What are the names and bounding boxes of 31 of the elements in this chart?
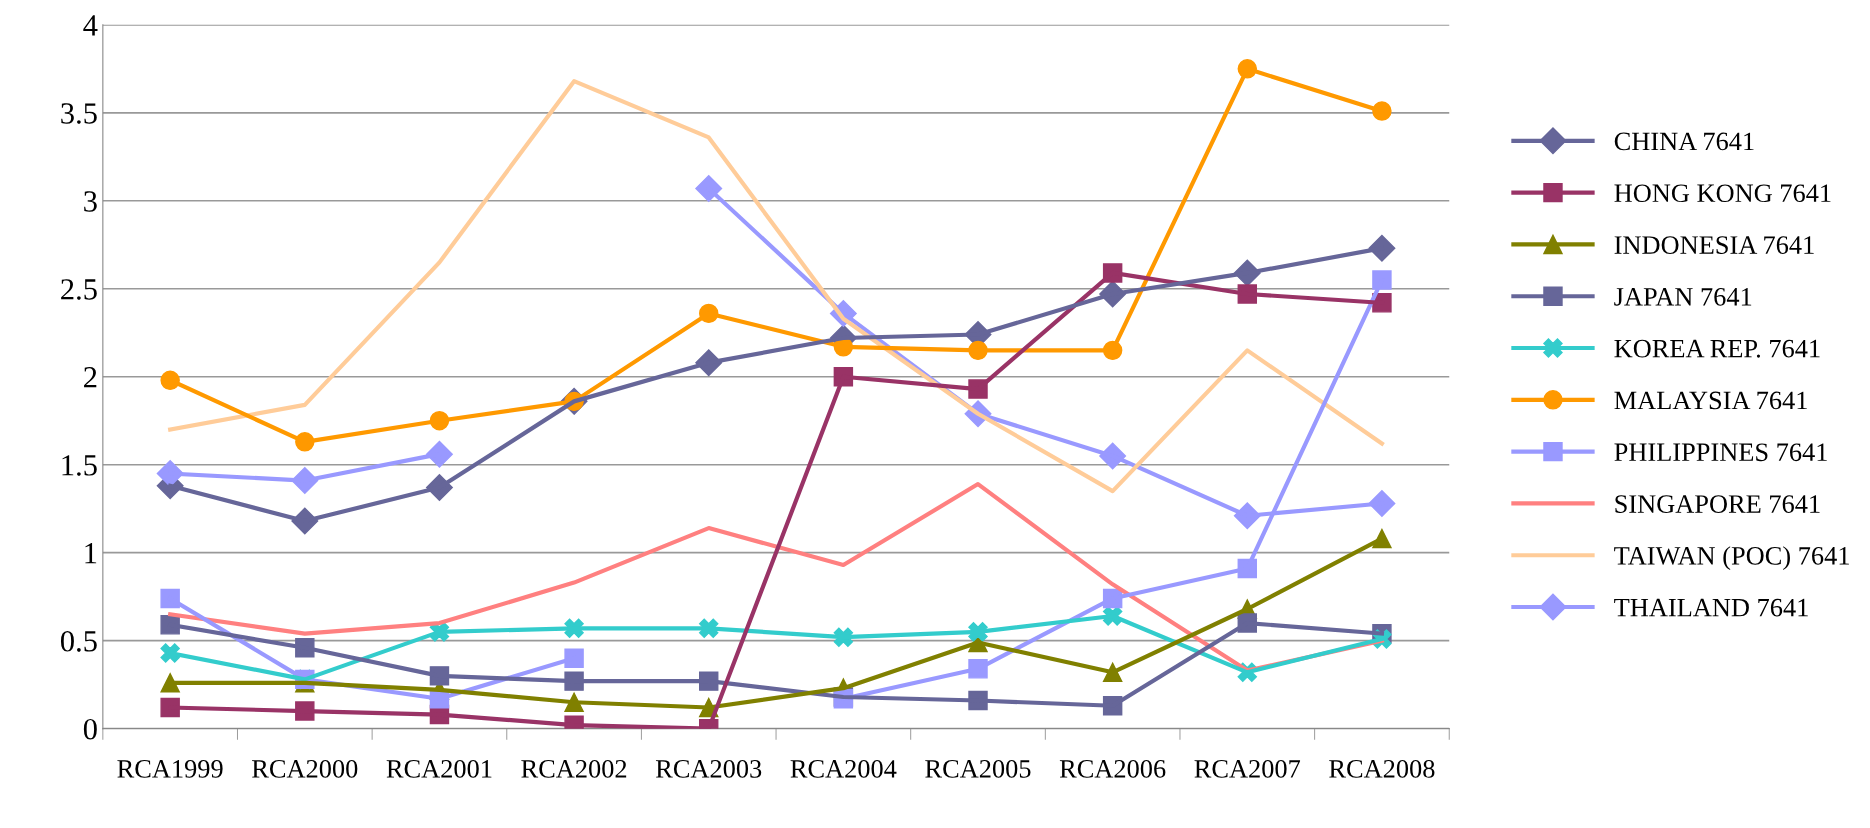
line-series [168,79,1385,494]
legend-label: HONG KONG 7641 [1614,184,1831,203]
x-tick-label: RCA2006 [1059,759,1166,778]
legend-label: SINGAPORE 7641 [1615,495,1820,513]
y-tick-label: 1.5 [62,455,97,476]
x-tick-label: RCA2001 [386,759,492,778]
x-tick-label: RCA2004 [790,759,897,778]
legend-label: CHINA 7641 [1614,132,1754,151]
x-tick-label: RCA2008 [1329,759,1435,778]
y-tick-label: 3 [84,191,97,212]
legend-label: THAILAND 7641 [1614,598,1808,617]
y-tick-label: 2 [84,367,97,388]
legend-label: MALAYSIA 7641 [1614,391,1807,410]
legend-label: PHILIPPINES 7641 [1614,443,1827,462]
x-tick-label: RCA2007 [1194,759,1301,778]
x-tick-label: RCA2003 [655,759,762,778]
point [1372,270,1392,290]
x-tick-label: RCA2002 [521,759,627,778]
legend-label: JAPAN 7641 [1614,287,1752,306]
y-tick-label: 2.5 [61,279,97,300]
y-tick-label: 0.5 [60,630,97,652]
x-tick-label: RCA2000 [252,759,358,778]
legend-label: INDONESIA 7641 [1614,236,1814,254]
y-tick-label: 4 [83,15,98,36]
y-tick-label: 0 [83,718,97,740]
x-tick-label: RCA1999 [117,760,223,778]
legend-label: KOREA REP. 7641 [1614,339,1820,358]
legend-label: TAIWAN (POC) 7641 [1614,546,1849,571]
y-tick-label: 3.5 [61,103,97,124]
x-tick-label: RCA2005 [925,759,1031,778]
y-tick-label: 1 [85,543,97,564]
